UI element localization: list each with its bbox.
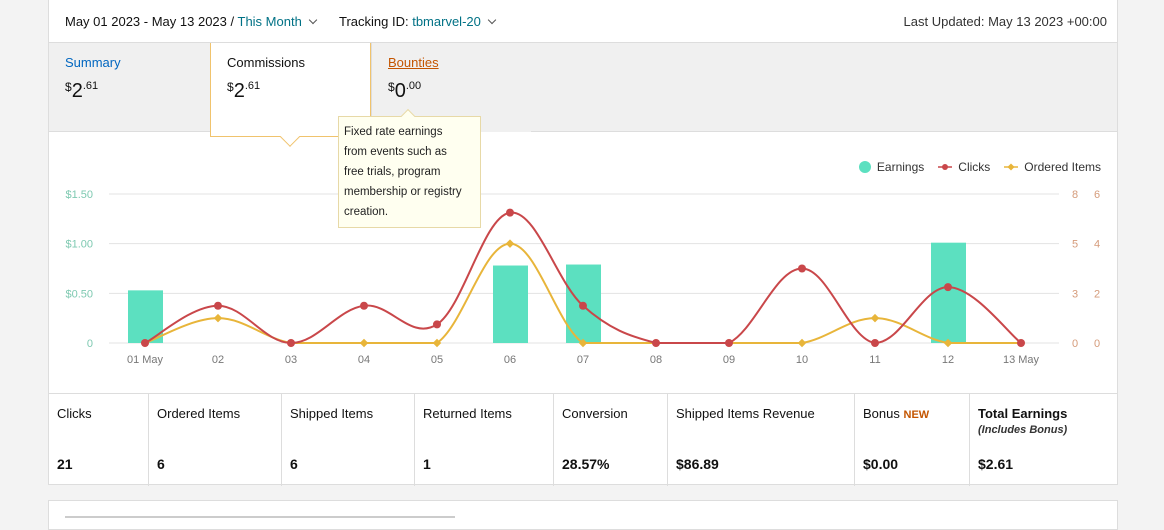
left-axis-tick: $1.50 [65, 189, 93, 201]
tracking-id-selector[interactable]: Tracking ID: tbmarvel-20 [339, 14, 497, 29]
tab-summary-label[interactable]: Summary [65, 55, 121, 70]
stat-conversion: Conversion 28.57% [554, 394, 668, 486]
tooltip-line: creation. [344, 206, 389, 218]
legend-clicks-label: Clicks [958, 160, 991, 174]
right-axis-tick: 2 [1094, 288, 1100, 300]
ordered-items-point [432, 338, 442, 348]
chevron-down-icon [487, 15, 497, 25]
tab-commissions-value: $2.61 [227, 80, 261, 102]
earnings-report-card: May 01 2023 - May 13 2023 / This Month T… [48, 0, 1118, 486]
right-axis-tick: 0 [1094, 338, 1100, 350]
clicks-point [214, 301, 222, 310]
clicks-point [725, 339, 733, 347]
ordered-items-point [870, 313, 880, 323]
stat-returned-items: Returned Items 1 [415, 394, 554, 486]
bonus-label: Bonus [863, 406, 900, 421]
x-axis-tick: 01 May [127, 354, 164, 366]
legend-ordered-items-marker [1004, 163, 1019, 171]
date-range-selector[interactable]: May 01 2023 - May 13 2023 / This Month [65, 14, 318, 29]
clicks-point [141, 339, 149, 347]
tab-bounties-label[interactable]: Bounties [388, 55, 439, 70]
ordered-items-point [578, 338, 588, 348]
right-axis-tick: 8 [1072, 189, 1078, 201]
clicks-point [287, 339, 295, 347]
x-axis-tick: 02 [212, 354, 224, 366]
clicks-point [579, 301, 587, 310]
ordered-items-point [943, 338, 953, 348]
secondary-card-divider [65, 516, 455, 518]
left-axis-tick: 0 [87, 338, 93, 350]
x-axis-tick: 07 [577, 354, 589, 366]
earnings-bar [493, 265, 528, 343]
ordered-items-point [505, 239, 515, 248]
stat-shipped-revenue: Shipped Items Revenue $86.89 [668, 394, 855, 486]
bounties-tooltip: Fixed rate earnings from events such as fr… [338, 108, 481, 228]
period-link[interactable]: This Month [237, 14, 302, 29]
legend-clicks-marker [938, 164, 953, 170]
clicks-point [871, 339, 879, 347]
tab-summary-value: $2.61 [65, 80, 99, 102]
tooltip-line: membership or registry [344, 186, 462, 198]
clicks-point [944, 283, 952, 292]
stats-row: Clicks 21 Ordered Items 6 Shipped Items … [49, 393, 1117, 486]
x-axis-tick: 04 [358, 354, 370, 366]
clicks-point [360, 301, 368, 310]
x-axis-tick: 05 [431, 354, 443, 366]
stat-total-earnings: Total Earnings (Includes Bonus) $2.61 [978, 406, 1068, 472]
x-axis-tick: 13 May [1003, 354, 1040, 366]
legend-earnings[interactable]: Earnings [858, 160, 925, 174]
clicks-point [798, 264, 806, 273]
x-axis-tick: 11 [869, 354, 880, 366]
x-axis-tick: 10 [796, 354, 808, 366]
date-range-text: May 01 2023 - May 13 2023 / [65, 14, 235, 29]
left-axis-tick: $0.50 [65, 288, 93, 300]
clicks-point [506, 208, 514, 217]
earnings-chart: $1.50 8 6 $1.00 5 4 $0.50 3 2 0 0 0 01 May 02 03 04 05 06… [65, 189, 1100, 366]
x-axis-tick: 12 [942, 354, 954, 366]
x-axis-tick: 08 [650, 354, 662, 366]
chart-legend: Earnings Clicks Ordered Items [858, 160, 1101, 174]
tab-commissions-label[interactable]: Commissions [227, 55, 306, 70]
ordered-items-point [797, 338, 807, 348]
x-axis-tick: 06 [504, 354, 516, 366]
earnings-tabs: Summary $2.61 Commissions $2.61 Bounties… [49, 43, 1117, 147]
x-axis-tick: 09 [723, 354, 735, 366]
ordered-items-point [213, 313, 223, 323]
tooltip-line: Fixed rate earnings [344, 126, 443, 138]
tab-summary[interactable]: Summary $2.61 [49, 43, 209, 132]
right-axis-tick: 4 [1094, 239, 1100, 251]
clicks-point [1017, 339, 1025, 347]
right-axis-tick: 5 [1072, 239, 1078, 251]
tooltip-line: from events such as [344, 146, 447, 158]
tab-bounties-value: $0.00 [388, 80, 422, 102]
secondary-card [48, 500, 1118, 530]
right-axis-tick: 3 [1072, 288, 1078, 300]
tracking-label: Tracking ID: [339, 14, 409, 29]
new-badge: NEW [903, 409, 930, 421]
x-axis-tick: 03 [285, 354, 297, 366]
last-updated: Last Updated: May 13 2023 +00:00 [903, 14, 1107, 29]
tracking-id-value[interactable]: tbmarvel-20 [412, 14, 481, 29]
report-header: May 01 2023 - May 13 2023 / This Month T… [49, 0, 1117, 43]
earnings-bar [931, 242, 966, 343]
stat-shipped-items: Shipped Items 6 [282, 394, 415, 486]
stat-bonus: Bonus NEW $0.00 [855, 394, 970, 486]
clicks-point [652, 339, 660, 347]
ordered-items-point [359, 338, 369, 348]
chevron-down-icon [308, 15, 318, 25]
left-axis-tick: $1.00 [65, 239, 93, 251]
tooltip-line: free trials, program [344, 166, 441, 178]
legend-ordered-items[interactable]: Ordered Items [1004, 160, 1101, 174]
legend-ordered-items-label: Ordered Items [1024, 160, 1101, 174]
legend-earnings-label: Earnings [876, 160, 925, 174]
tab-commissions[interactable]: Commissions $2.61 [210, 43, 371, 147]
legend-earnings-marker [858, 161, 871, 173]
stat-ordered-items: Ordered Items 6 [149, 394, 282, 486]
clicks-point [433, 320, 441, 329]
stat-clicks: Clicks 21 [49, 394, 149, 486]
right-axis-tick: 0 [1072, 338, 1078, 350]
legend-clicks[interactable]: Clicks [938, 160, 990, 174]
right-axis-tick: 6 [1094, 189, 1100, 201]
